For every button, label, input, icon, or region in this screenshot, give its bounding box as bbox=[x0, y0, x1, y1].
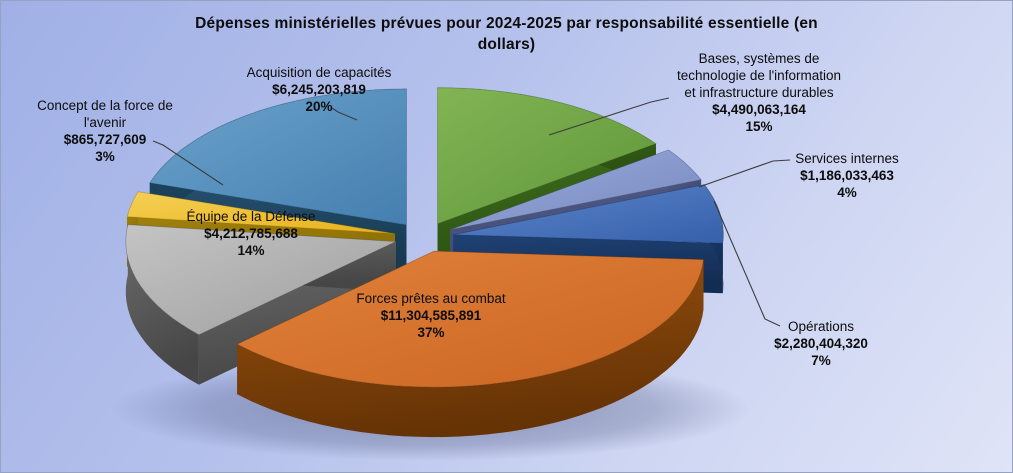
slice-label: Concept de la force de l'avenir bbox=[37, 98, 173, 130]
slice-label: Bases, systèmes de technologie de l'info… bbox=[677, 51, 841, 100]
slice-percent: 15% bbox=[745, 119, 773, 134]
chart-title: Dépenses ministérielles prévues pour 202… bbox=[195, 15, 818, 53]
slice-percent: 3% bbox=[95, 149, 115, 164]
slice-label: Équipe de la Défense bbox=[186, 209, 316, 224]
callout-acquisition-capacites: Acquisition de capacités $6,245,203,819 … bbox=[194, 64, 444, 115]
callout-operations: Opérations $2,280,404,320 7% bbox=[716, 318, 926, 369]
slice-value: $865,727,609 bbox=[63, 132, 147, 147]
slice-value: $2,280,404,320 bbox=[774, 336, 868, 351]
callout-leader-line-6 bbox=[331, 107, 358, 121]
pie-slice-3 bbox=[236, 250, 704, 438]
callout-equipe-defense: Équipe de la Défense $4,212,785,688 14% bbox=[131, 208, 371, 259]
callout-leader-line-2 bbox=[713, 200, 781, 327]
slice-percent: 37% bbox=[417, 325, 445, 340]
slice-label: Acquisition de capacités bbox=[246, 65, 392, 80]
callout-forces-pretes: Forces prêtes au combat $11,304,585,891 … bbox=[291, 290, 571, 341]
callout-concept-force-avenir: Concept de la force de l'avenir $865,727… bbox=[18, 97, 193, 165]
slice-value: $4,490,063,164 bbox=[712, 102, 806, 117]
callout-bases-systemes: Bases, systèmes de technologie de l'info… bbox=[644, 50, 874, 135]
slice-percent: 7% bbox=[811, 353, 831, 368]
slice-percent: 20% bbox=[305, 99, 333, 114]
slice-value: $1,186,033,463 bbox=[800, 168, 894, 183]
slice-label: Services internes bbox=[795, 151, 899, 166]
slice-value: $6,245,203,819 bbox=[272, 82, 366, 97]
callout-leader-line-0 bbox=[548, 97, 670, 136]
callout-leader-line-1 bbox=[698, 159, 791, 188]
slice-label: Opérations bbox=[787, 319, 855, 334]
slice-value: $4,212,785,688 bbox=[204, 226, 298, 241]
slice-percent: 4% bbox=[837, 185, 857, 200]
slice-label: Forces prêtes au combat bbox=[356, 291, 506, 306]
callout-services-internes: Services internes $1,186,033,463 4% bbox=[742, 150, 952, 201]
slice-value: $11,304,585,891 bbox=[380, 308, 482, 323]
callout-leader-line-5 bbox=[152, 140, 224, 186]
slice-percent: 14% bbox=[237, 243, 265, 258]
